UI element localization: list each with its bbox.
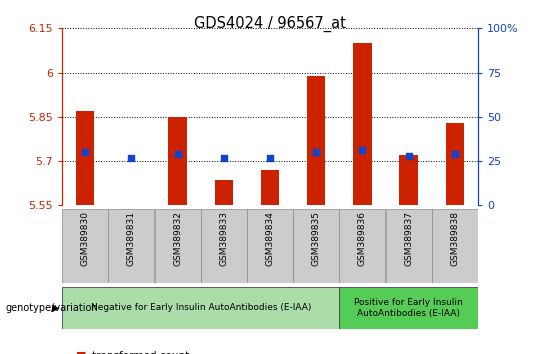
Text: Positive for Early Insulin
AutoAntibodies (E-IAA): Positive for Early Insulin AutoAntibodie… xyxy=(354,298,463,318)
Text: GSM389832: GSM389832 xyxy=(173,211,182,266)
Bar xyxy=(122,205,140,208)
Bar xyxy=(261,170,279,205)
Bar xyxy=(62,209,108,283)
Bar xyxy=(386,209,431,283)
Bar xyxy=(307,75,326,205)
Point xyxy=(312,149,321,155)
Point xyxy=(358,148,367,153)
Bar xyxy=(247,209,293,283)
Text: genotype/variation: genotype/variation xyxy=(5,303,98,313)
Bar xyxy=(168,117,187,205)
Point xyxy=(173,151,182,157)
Text: ■: ■ xyxy=(76,351,86,354)
Text: ▶: ▶ xyxy=(52,303,59,313)
Text: GSM389833: GSM389833 xyxy=(219,211,228,266)
Point xyxy=(219,155,228,160)
Text: GSM389830: GSM389830 xyxy=(80,211,90,266)
Bar xyxy=(214,180,233,205)
Bar xyxy=(62,287,339,329)
Bar xyxy=(432,209,478,283)
Text: GSM389831: GSM389831 xyxy=(127,211,136,266)
Bar xyxy=(76,111,94,205)
Text: GSM389835: GSM389835 xyxy=(312,211,321,266)
Bar xyxy=(353,43,372,205)
Bar xyxy=(109,209,154,283)
Bar xyxy=(293,209,339,283)
Bar xyxy=(201,209,247,283)
Text: transformed count: transformed count xyxy=(92,351,189,354)
Bar xyxy=(339,287,478,329)
Point xyxy=(450,151,459,157)
Text: GSM389834: GSM389834 xyxy=(266,211,274,266)
Text: GSM389838: GSM389838 xyxy=(450,211,460,266)
Bar xyxy=(154,209,201,283)
Point xyxy=(266,155,274,160)
Text: Negative for Early Insulin AutoAntibodies (E-IAA): Negative for Early Insulin AutoAntibodie… xyxy=(91,303,311,313)
Point xyxy=(404,153,413,159)
Point xyxy=(127,155,136,160)
Bar xyxy=(400,155,418,205)
Text: GSM389837: GSM389837 xyxy=(404,211,413,266)
Text: GSM389836: GSM389836 xyxy=(358,211,367,266)
Text: GDS4024 / 96567_at: GDS4024 / 96567_at xyxy=(194,16,346,32)
Bar xyxy=(339,209,386,283)
Point xyxy=(81,149,90,155)
Bar xyxy=(446,123,464,205)
